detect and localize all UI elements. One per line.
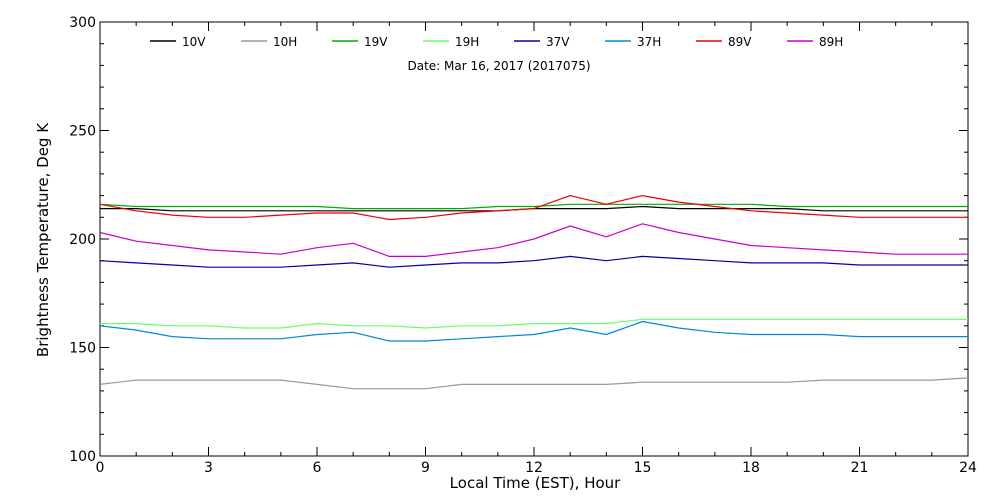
series-line-19v: [99, 203, 968, 210]
x-tick-label: 18: [742, 460, 760, 476]
y-axis-title: Brightness Temperature, Deg K: [34, 122, 52, 357]
legend-label-10v: 10V: [182, 35, 206, 49]
series-line-37v: [99, 255, 968, 268]
legend-label-19h: 19H: [455, 35, 479, 49]
x-tick-label: 3: [204, 460, 213, 476]
series-line-10h: [99, 377, 969, 390]
series-line-19h: [100, 318, 968, 329]
legend-label-37v: 37V: [546, 35, 570, 49]
x-tick-label: 0: [96, 460, 105, 476]
x-axis-ticks: 0 3 6 9 12 15 18 21 24: [96, 22, 977, 476]
y-axis-ticks: 100 150 200 250 300: [69, 15, 968, 465]
y-tick-label: 150: [69, 341, 96, 357]
x-tick-label: 15: [634, 460, 652, 476]
legend-label-89h: 89H: [819, 35, 843, 49]
y-tick-label: 300: [69, 15, 96, 31]
x-tick-label: 21: [851, 460, 869, 476]
series-line-37h: [99, 320, 968, 342]
y-tick-label: 100: [69, 449, 96, 465]
legend-label-10h: 10H: [273, 35, 297, 49]
x-tick-label: 12: [525, 460, 543, 476]
x-axis-title: Local Time (EST), Hour: [450, 474, 621, 492]
series-lines: [99, 195, 969, 390]
y-tick-label: 250: [69, 124, 96, 140]
x-tick-label: 6: [313, 460, 322, 476]
y-tick-label: 200: [69, 232, 96, 248]
x-tick-label: 9: [421, 460, 430, 476]
chart-subtitle: Date: Mar 16, 2017 (2017075): [407, 59, 590, 73]
series-line-89h: [99, 223, 968, 257]
legend-label-37h: 37H: [637, 35, 661, 49]
legend-label-19v: 19V: [364, 35, 388, 49]
series-line-89v: [99, 195, 968, 221]
legend: 10V 10H 19V 19H 37V 37H 89V 89H: [150, 35, 843, 49]
legend-label-89v: 89V: [728, 35, 752, 49]
x-tick-label: 24: [959, 460, 977, 476]
